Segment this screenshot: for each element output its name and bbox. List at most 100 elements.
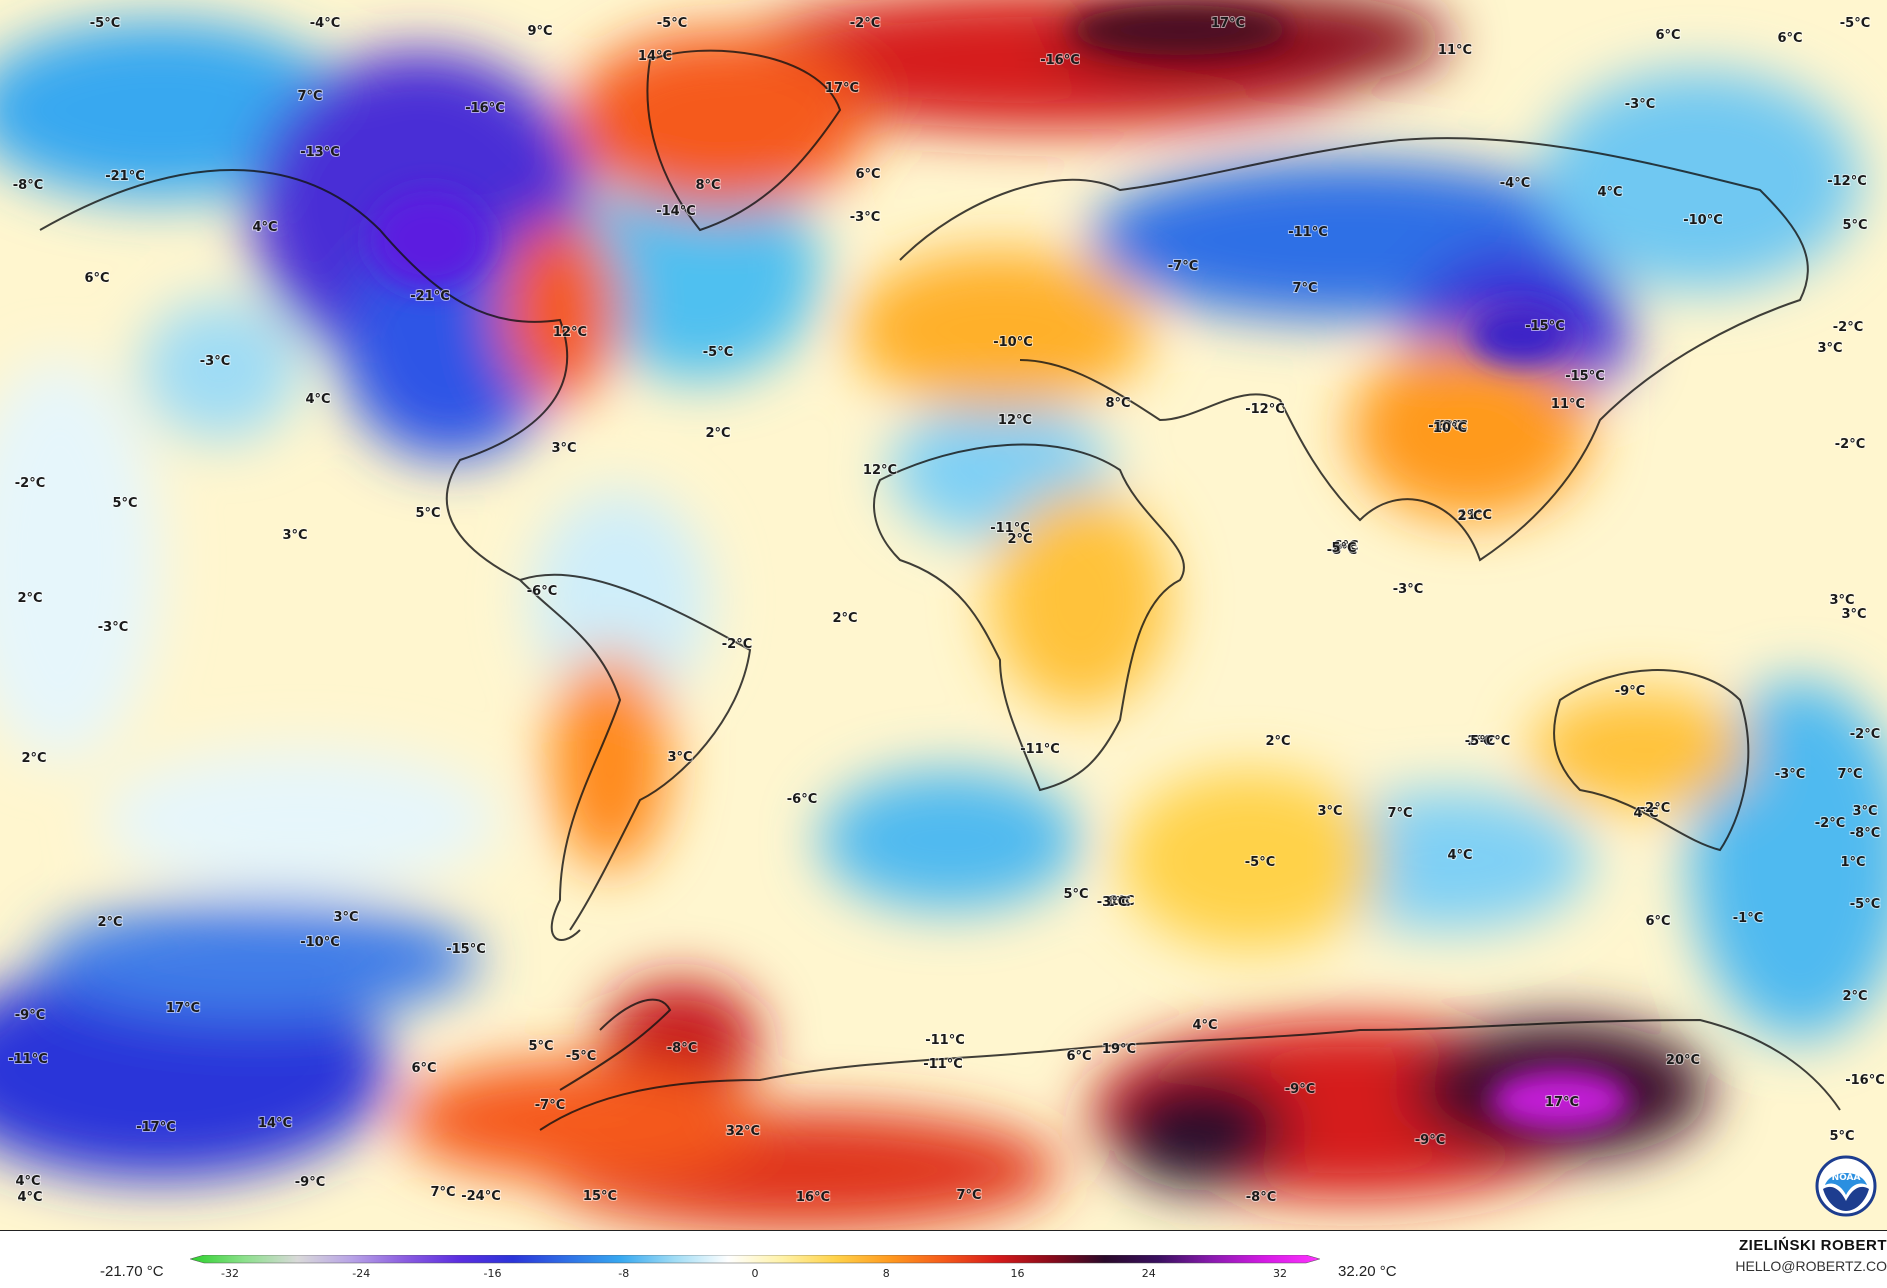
- scale-tick-label: 24: [1142, 1267, 1156, 1280]
- temperature-label: -10°C: [1428, 419, 1468, 434]
- temperature-label: -11°C: [8, 1052, 48, 1067]
- temperature-label: 2°C: [1265, 734, 1290, 749]
- temperature-label: -17°C: [136, 1120, 176, 1135]
- temperature-label: 19°C: [1102, 1042, 1136, 1057]
- temperature-label: 4°C: [1633, 806, 1658, 821]
- temperature-label: 14°C: [258, 1116, 292, 1131]
- temperature-label: -7°C: [1168, 259, 1198, 274]
- temperature-label: 4°C: [252, 220, 277, 235]
- temperature-label: -6°C: [787, 792, 817, 807]
- author-email[interactable]: HELLO@ROBERTZ.CO: [1735, 1258, 1887, 1274]
- temperature-label: 8°C: [695, 178, 720, 193]
- temperature-label: -7°C: [535, 1098, 565, 1113]
- temperature-labels: -5°C -4°C9°C-5°C -2°C 17°C6°C 6°C-5°C14°C -16…: [7, 15, 1886, 1206]
- temperature-label: 20°C: [1666, 1053, 1700, 1068]
- temperature-label: -8°C: [1246, 1190, 1276, 1205]
- temperature-label: 3°C: [1841, 607, 1866, 622]
- temperature-label: 12°C: [998, 413, 1032, 428]
- noaa-seal-icon: NOAA: [1815, 1155, 1877, 1217]
- scale-tick-label: -24: [352, 1267, 370, 1280]
- scale-ticks: -32 -24 -16 -8 0 8 16 24 32: [221, 1267, 1287, 1280]
- temperature-label: -10°C: [300, 935, 340, 950]
- temperature-label: -11°C: [925, 1033, 965, 1048]
- temperature-label: -2°C: [1850, 727, 1880, 742]
- temperature-label: -2°C: [1815, 816, 1845, 831]
- temperature-label: -5°C: [566, 1049, 596, 1064]
- temperature-label: 11°C: [1458, 508, 1492, 523]
- logo-text: NOAA: [1832, 1173, 1861, 1183]
- temperature-label: -3°C: [1097, 895, 1127, 910]
- temperature-label: 7°C: [1292, 281, 1317, 296]
- temperature-label: -3°C: [200, 354, 230, 369]
- temperature-label: -14°C: [656, 204, 696, 219]
- temperature-label: -5°C: [1465, 734, 1495, 749]
- scale-gradient: [188, 1254, 1322, 1264]
- temperature-label: 2°C: [832, 611, 857, 626]
- temperature-label: -11°C: [923, 1057, 963, 1072]
- temperature-label: -9°C: [1285, 1082, 1315, 1097]
- temperature-label: 17°C: [1545, 1095, 1579, 1110]
- temperature-label: 6°C: [1645, 914, 1670, 929]
- color-scale: -32 -24 -16 -8 0 8 16 24 32: [188, 1254, 1322, 1281]
- temperature-label: -21°C: [410, 289, 450, 304]
- temperature-label: 3°C: [1817, 341, 1842, 356]
- temperature-label: 5°C: [1842, 218, 1867, 233]
- temperature-label: 7°C: [1837, 767, 1862, 782]
- temperature-label: -21°C: [105, 169, 145, 184]
- temperature-label: 32°C: [726, 1124, 760, 1139]
- temperature-label: -5°C: [1840, 16, 1870, 31]
- temperature-label: -8°C: [667, 1041, 697, 1056]
- temperature-label: 1°C: [1109, 894, 1134, 909]
- temperature-label: 3°C: [1829, 593, 1854, 608]
- temperature-label: -5°C: [1245, 855, 1275, 870]
- temperature-anomaly-map[interactable]: -5°C -4°C 9°C -5°C -2°C 17°C 6°C 6°C -5°C 14°C -16…: [0, 0, 1887, 1230]
- temperature-label: 4°C: [1597, 185, 1622, 200]
- temperature-label: 1°C: [1105, 895, 1130, 910]
- temperature-label: 11°C: [1438, 43, 1472, 58]
- temperature-label: 17°C: [825, 81, 859, 96]
- anomaly-field: [0, 0, 1887, 1230]
- temperature-label: 7°C: [297, 89, 322, 104]
- temperature-label: -10°C: [993, 335, 1033, 350]
- temperature-label: 2°C: [21, 751, 46, 766]
- temperature-label: -16°C: [1040, 53, 1080, 68]
- temperature-label: 5°C: [528, 1039, 553, 1054]
- temperature-label: -8°C: [1327, 543, 1357, 558]
- temperature-label: -11°C: [990, 521, 1030, 536]
- coastlines: [39, 49, 1841, 1131]
- temperature-label: -11°C: [1020, 742, 1060, 757]
- temperature-label: -2°C: [850, 16, 880, 31]
- temperature-label: 7°C: [956, 1188, 981, 1203]
- temperature-label: -10°C: [1683, 213, 1723, 228]
- temperature-label: -3°C: [1393, 582, 1423, 597]
- temperature-label: -3°C: [1625, 97, 1655, 112]
- temperature-label: 2°C: [705, 426, 730, 441]
- temperature-label: -9°C: [1615, 684, 1645, 699]
- temperature-label: -2°C: [1833, 320, 1863, 335]
- temperature-label: -2°C: [1640, 801, 1670, 816]
- temperature-label: -13°C: [300, 145, 340, 160]
- legend-min-label: -21.70 °C: [100, 1263, 164, 1280]
- temperature-label: 5°C: [415, 506, 440, 521]
- temperature-label: -3°C: [1775, 767, 1805, 782]
- temperature-label: 6°C: [411, 1061, 436, 1076]
- temperature-label: 6°C: [1777, 31, 1802, 46]
- temperature-label: 5°C: [1063, 887, 1088, 902]
- temperature-label: -5°C: [90, 16, 120, 31]
- temperature-label: 16°C: [796, 1190, 830, 1205]
- temperature-label: -5°C: [1850, 897, 1880, 912]
- scale-tick-label: -8: [618, 1267, 629, 1280]
- scale-tick-label: 8: [883, 1267, 890, 1280]
- temperature-label: 11°C: [1551, 397, 1585, 412]
- temperature-label: -4°C: [1500, 176, 1530, 191]
- temperature-label: -2°C: [1835, 437, 1865, 452]
- author-name: ZIELIŃSKI ROBERT: [1738, 1237, 1887, 1254]
- temperature-label: 2°C: [1467, 734, 1492, 749]
- map-canvas: -5°C -4°C9°C-5°C -2°C 17°C6°C 6°C-5°C14°C -16…: [0, 0, 1887, 1230]
- temperature-label: -2°C: [722, 637, 752, 652]
- temperature-label: 17°C: [166, 1001, 200, 1016]
- temperature-label: 2°C: [1007, 532, 1032, 547]
- temperature-label: 12°C: [863, 463, 897, 478]
- temperature-label: 10°C: [1433, 421, 1467, 436]
- temperature-label: 6°C: [84, 271, 109, 286]
